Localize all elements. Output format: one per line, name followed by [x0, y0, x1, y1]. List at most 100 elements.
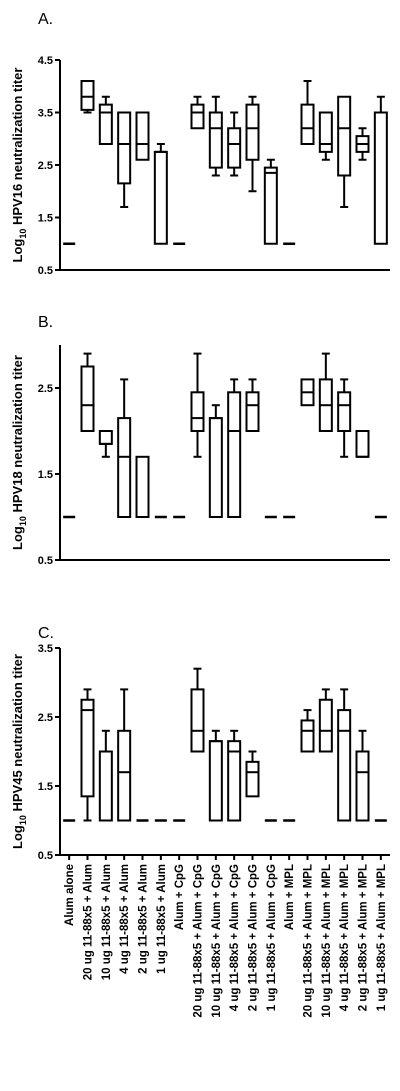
iqr-box: [318, 111, 333, 153]
y-axis-label-subscript: 10: [18, 229, 28, 239]
box-4: [117, 378, 132, 519]
box-18: [373, 95, 388, 245]
iqr-box: [227, 127, 242, 169]
box-3: [98, 729, 113, 822]
iqr-box: [208, 111, 223, 169]
category-label: Alum + MPL: [284, 864, 296, 930]
box-8: [190, 95, 205, 130]
y-tick-label: 0.5: [38, 555, 53, 567]
panel-label: C.: [38, 625, 54, 642]
box-11: [245, 378, 260, 432]
box-16: [337, 95, 352, 208]
iqr-box: [117, 111, 132, 185]
iqr-box: [190, 103, 205, 130]
box-3: [98, 430, 113, 458]
category-label: 4 ug 11-88x5 + Alum: [119, 864, 131, 974]
iqr-box: [227, 740, 242, 822]
box-5: [135, 111, 150, 161]
box-9: [208, 729, 223, 822]
iqr-box: [337, 709, 352, 822]
y-tick-label: 0.5: [38, 850, 53, 862]
y-tick-label: 3.5: [38, 108, 53, 120]
category-label: 20 ug 11-88x5 + Alum: [83, 864, 95, 980]
iqr-box: [153, 150, 168, 245]
category-label: 1 ug 11-88x5 + Alum + MPL: [376, 864, 388, 1011]
y-axis-label-main: Log: [10, 239, 25, 263]
category-label: 1 ug 11-88x5 + Alum + CpG: [266, 864, 278, 1011]
iqr-box: [227, 391, 242, 518]
category-label: 2 ug 11-88x5 + Alum + MPL: [358, 864, 370, 1011]
iqr-box: [80, 365, 95, 432]
iqr-box: [245, 760, 260, 798]
iqr-box: [135, 455, 150, 518]
iqr-box: [117, 729, 132, 822]
box-15: [318, 688, 333, 753]
box-8: [190, 667, 205, 753]
iqr-box: [245, 391, 260, 432]
box-9: [208, 95, 223, 177]
box-16: [337, 378, 352, 458]
y-axis-label-subscript: 10: [18, 815, 28, 825]
box-5: [135, 455, 150, 518]
y-tick-label: 1.5: [38, 213, 53, 225]
box-14: [300, 80, 315, 145]
panel-3: C. 0.5 1.5 2.5 3.5 Log10 HPV45 neutralization…: [10, 625, 390, 862]
box-4: [117, 111, 132, 208]
iqr-box: [263, 166, 278, 245]
iqr-box: [300, 103, 315, 145]
box-6: [153, 143, 168, 245]
iqr-box: [98, 750, 113, 822]
y-tick-label: 1.5: [38, 781, 53, 793]
box-8: [190, 352, 205, 458]
iqr-box: [98, 103, 113, 145]
box-17: [355, 729, 370, 822]
y-axis-label-main: Log: [10, 526, 25, 550]
box-15: [318, 111, 333, 161]
category-label: 10 ug 11-88x5 + Alum + CpG: [211, 864, 223, 1018]
category-label: Alum + CpG: [174, 864, 186, 930]
category-label: 10 ug 11-88x5 + Alum + MPL: [321, 864, 333, 1018]
box-10: [227, 378, 242, 518]
iqr-box: [208, 740, 223, 822]
box-10: [227, 729, 242, 822]
category-label: 2 ug 11-88x5 + Alum: [138, 864, 150, 974]
y-tick-label: 4.5: [38, 55, 53, 67]
iqr-box: [355, 430, 370, 458]
box-2: [80, 80, 95, 114]
y-axis-label: Log10 HPV16 neutralization titer: [10, 68, 28, 263]
box-15: [318, 352, 333, 432]
y-axis-label-main: Log: [10, 825, 25, 849]
iqr-box: [373, 111, 388, 245]
box-2: [80, 688, 95, 822]
iqr-box: [300, 719, 315, 753]
iqr-box: [245, 103, 260, 161]
iqr-box: [190, 391, 205, 432]
y-axis-label-subscript: 10: [18, 516, 28, 526]
iqr-box: [80, 698, 95, 798]
y-tick-label: 1.5: [38, 469, 53, 481]
category-label: 2 ug 11-88x5 + Alum + CpG: [248, 864, 260, 1011]
iqr-box: [337, 95, 352, 177]
x-axis-categories: Alum alone 20 ug 11-88x5 + Alum 10 ug 11-8…: [64, 855, 388, 1018]
box-9: [208, 404, 223, 519]
y-axis-label: Log10 HPV45 neutralization titer: [10, 654, 28, 849]
box-16: [337, 688, 352, 822]
category-label: 1 ug 11-88x5 + Alum: [156, 864, 168, 974]
iqr-box: [135, 111, 150, 161]
panel-label: A.: [38, 11, 53, 28]
iqr-box: [318, 698, 333, 753]
category-label: 20 ug 11-88x5 + Alum + MPL: [303, 864, 315, 1018]
box-4: [117, 688, 132, 822]
box-14: [300, 709, 315, 753]
y-tick-label: 3.5: [38, 643, 53, 655]
y-tick-label: 2.5: [38, 712, 53, 724]
category-label: 20 ug 11-88x5 + Alum + CpG: [193, 864, 205, 1018]
box-3: [98, 95, 113, 145]
y-axis-label-rest: HPV45 neutralization titer: [10, 654, 25, 815]
iqr-box: [98, 430, 113, 445]
y-axis-label-rest: HPV18 neutralization titer: [10, 355, 25, 516]
iqr-box: [337, 391, 352, 432]
panel-label: B.: [38, 314, 53, 331]
box-17: [355, 127, 370, 161]
y-tick-label: 0.5: [38, 265, 53, 277]
